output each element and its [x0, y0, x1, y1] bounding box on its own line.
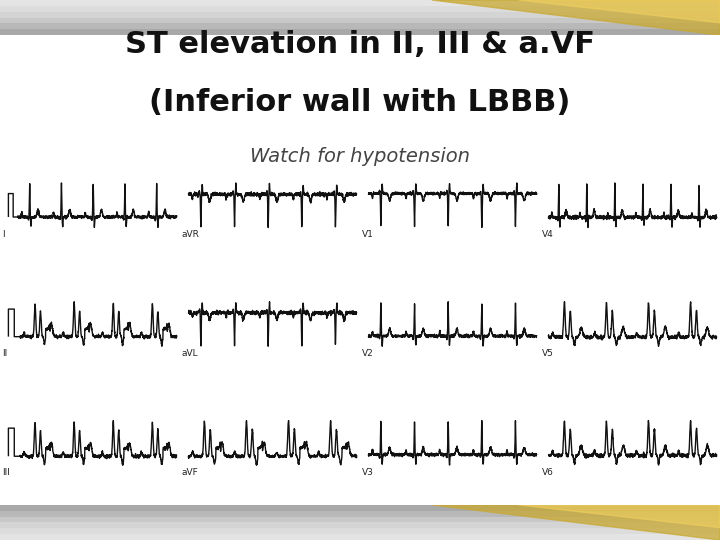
Text: Watch for hypotension: Watch for hypotension: [250, 146, 470, 166]
Bar: [0, 528, 720, 534]
Polygon shape: [432, 505, 720, 540]
Bar: [0, 29, 720, 35]
Text: V6: V6: [541, 468, 554, 477]
Text: V4: V4: [541, 230, 554, 239]
Text: I: I: [1, 230, 4, 239]
Bar: [0, 6, 720, 12]
Text: V5: V5: [541, 349, 554, 358]
Bar: [0, 12, 720, 17]
Text: V3: V3: [362, 468, 374, 477]
Polygon shape: [432, 0, 720, 35]
Text: II: II: [1, 349, 7, 358]
Text: V2: V2: [362, 349, 374, 358]
Bar: [0, 505, 720, 511]
Bar: [0, 511, 720, 517]
Bar: [0, 517, 720, 523]
Polygon shape: [518, 505, 720, 528]
Polygon shape: [518, 0, 720, 23]
Bar: [0, 0, 720, 6]
Text: aVL: aVL: [181, 349, 199, 358]
Bar: [0, 534, 720, 540]
Text: ST elevation in II, III & a.VF: ST elevation in II, III & a.VF: [125, 30, 595, 59]
Bar: [0, 523, 720, 528]
Bar: [0, 17, 720, 23]
Text: aVF: aVF: [181, 468, 199, 477]
Text: III: III: [1, 468, 9, 477]
Text: V1: V1: [362, 230, 374, 239]
Text: aVR: aVR: [181, 230, 199, 239]
Text: (Inferior wall with LBBB): (Inferior wall with LBBB): [149, 88, 571, 117]
Bar: [0, 23, 720, 29]
